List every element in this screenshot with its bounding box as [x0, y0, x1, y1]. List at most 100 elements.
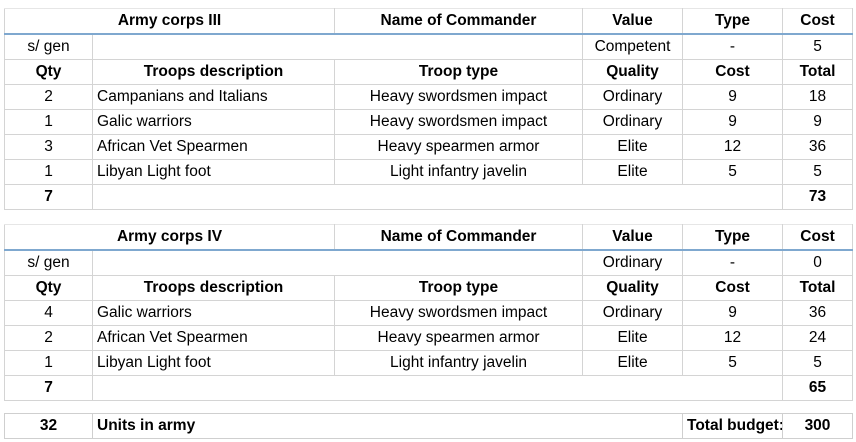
- quality-cell: Elite: [582, 159, 683, 185]
- general-label: s/ gen: [4, 249, 93, 276]
- unit-cost-header: Cost: [682, 59, 783, 85]
- description-cell: African Vet Spearmen: [92, 134, 335, 160]
- unit-cost-header: Cost: [682, 275, 784, 301]
- total-cell: 36: [782, 300, 854, 326]
- value-header: Value: [582, 224, 684, 251]
- total-cell: 24: [782, 325, 854, 351]
- total-cell: 18: [782, 84, 853, 110]
- general-type: -: [682, 249, 784, 276]
- column-header-row: Qty Troops description Troop type Qualit…: [4, 275, 854, 301]
- cost-header: Cost: [782, 8, 853, 35]
- summary-row: 32 Units in army Total budget: 300: [4, 413, 853, 439]
- units-label: Units in army: [92, 413, 683, 439]
- total-spacer: [92, 184, 783, 210]
- unit-cost-cell: 5: [682, 159, 783, 185]
- general-label: s/ gen: [4, 33, 93, 60]
- troop-type-cell: Light infantry javelin: [334, 159, 583, 185]
- table-row: 2 Campanians and Italians Heavy swordsme…: [4, 84, 853, 110]
- quality-header: Quality: [582, 59, 683, 85]
- troop-type-cell: Heavy swordsmen impact: [334, 300, 584, 326]
- description-cell: Galic warriors: [92, 109, 335, 135]
- corps-total-row: 7 73: [4, 184, 853, 210]
- unit-cost-cell: 5: [682, 350, 784, 376]
- corps-name: Army corps IV: [3, 224, 336, 251]
- quality-header: Quality: [582, 275, 684, 301]
- description-header: Troops description: [91, 275, 336, 301]
- total-qty: 7: [4, 375, 93, 401]
- qty-cell: 1: [4, 109, 93, 135]
- column-header-row: Qty Troops description Troop type Qualit…: [4, 59, 853, 85]
- table-row: 2 African Vet Spearmen Heavy spearmen ar…: [4, 325, 854, 351]
- description-cell: African Vet Spearmen: [91, 325, 336, 351]
- qty-cell: 1: [4, 350, 93, 376]
- units-count: 32: [4, 413, 93, 439]
- commander-header: Name of Commander: [334, 224, 584, 251]
- table-row: 1 Libyan Light foot Light infantry javel…: [4, 350, 854, 376]
- troop-type-header: Troop type: [334, 59, 583, 85]
- qty-cell: 3: [4, 134, 93, 160]
- general-row: s/ gen Ordinary - 0: [4, 249, 854, 276]
- army-summary-table: 32 Units in army Total budget: 300: [4, 413, 853, 439]
- quality-cell: Ordinary: [582, 300, 684, 326]
- type-header: Type: [682, 8, 783, 35]
- unit-cost-cell: 9: [682, 109, 783, 135]
- general-cost: 0: [782, 249, 854, 276]
- total-cell: 5: [782, 350, 854, 376]
- corps-header-row: Army corps III Name of Commander Value T…: [4, 8, 853, 35]
- general-value: Competent: [582, 33, 683, 60]
- total-cell: 9: [782, 109, 853, 135]
- table-row: 1 Libyan Light foot Light infantry javel…: [4, 159, 853, 185]
- total-qty: 7: [4, 184, 93, 210]
- total-spacer: [91, 375, 784, 401]
- commander-name: [92, 33, 583, 60]
- troop-type-cell: Heavy swordsmen impact: [334, 84, 583, 110]
- corps-name: Army corps III: [4, 8, 335, 35]
- troop-type-header: Troop type: [334, 275, 584, 301]
- army-corps-iv-table: Army corps IV Name of Commander Value Ty…: [3, 224, 854, 401]
- corps-header-row: Army corps IV Name of Commander Value Ty…: [3, 224, 854, 251]
- unit-cost-cell: 12: [682, 134, 783, 160]
- total-cell: 5: [782, 159, 853, 185]
- troop-type-cell: Heavy spearmen armor: [334, 325, 584, 351]
- total-cost: 65: [782, 375, 854, 401]
- description-cell: Campanians and Italians: [92, 84, 335, 110]
- troop-type-cell: Light infantry javelin: [334, 350, 584, 376]
- general-value: Ordinary: [582, 249, 684, 276]
- total-header: Total: [782, 275, 854, 301]
- troop-type-cell: Heavy swordsmen impact: [334, 109, 583, 135]
- qty-header: Qty: [4, 59, 93, 85]
- general-type: -: [682, 33, 783, 60]
- budget-value: 300: [782, 413, 853, 439]
- qty-cell: 1: [4, 159, 93, 185]
- general-row: s/ gen Competent - 5: [4, 33, 853, 60]
- qty-cell: 2: [4, 325, 93, 351]
- quality-cell: Elite: [582, 325, 684, 351]
- table-row: 4 Galic warriors Heavy swordsmen impact …: [4, 300, 854, 326]
- unit-cost-cell: 12: [682, 325, 784, 351]
- commander-name: [91, 249, 584, 276]
- quality-cell: Ordinary: [582, 84, 683, 110]
- total-cost: 73: [782, 184, 853, 210]
- commander-header: Name of Commander: [334, 8, 583, 35]
- qty-cell: 4: [4, 300, 93, 326]
- quality-cell: Elite: [582, 350, 684, 376]
- description-cell: Libyan Light foot: [92, 159, 335, 185]
- description-cell: Libyan Light foot: [91, 350, 336, 376]
- general-cost: 5: [782, 33, 853, 60]
- corps-total-row: 7 65: [4, 375, 854, 401]
- table-row: 1 Galic warriors Heavy swordsmen impact …: [4, 109, 853, 135]
- value-header: Value: [582, 8, 683, 35]
- army-corps-iii-table: Army corps III Name of Commander Value T…: [4, 8, 853, 210]
- type-header: Type: [682, 224, 784, 251]
- quality-cell: Elite: [582, 134, 683, 160]
- budget-label: Total budget:: [682, 413, 783, 439]
- unit-cost-cell: 9: [682, 84, 783, 110]
- description-header: Troops description: [92, 59, 335, 85]
- quality-cell: Ordinary: [582, 109, 683, 135]
- table-row: 3 African Vet Spearmen Heavy spearmen ar…: [4, 134, 853, 160]
- unit-cost-cell: 9: [682, 300, 784, 326]
- qty-header: Qty: [4, 275, 93, 301]
- description-cell: Galic warriors: [91, 300, 336, 326]
- total-header: Total: [782, 59, 853, 85]
- qty-cell: 2: [4, 84, 93, 110]
